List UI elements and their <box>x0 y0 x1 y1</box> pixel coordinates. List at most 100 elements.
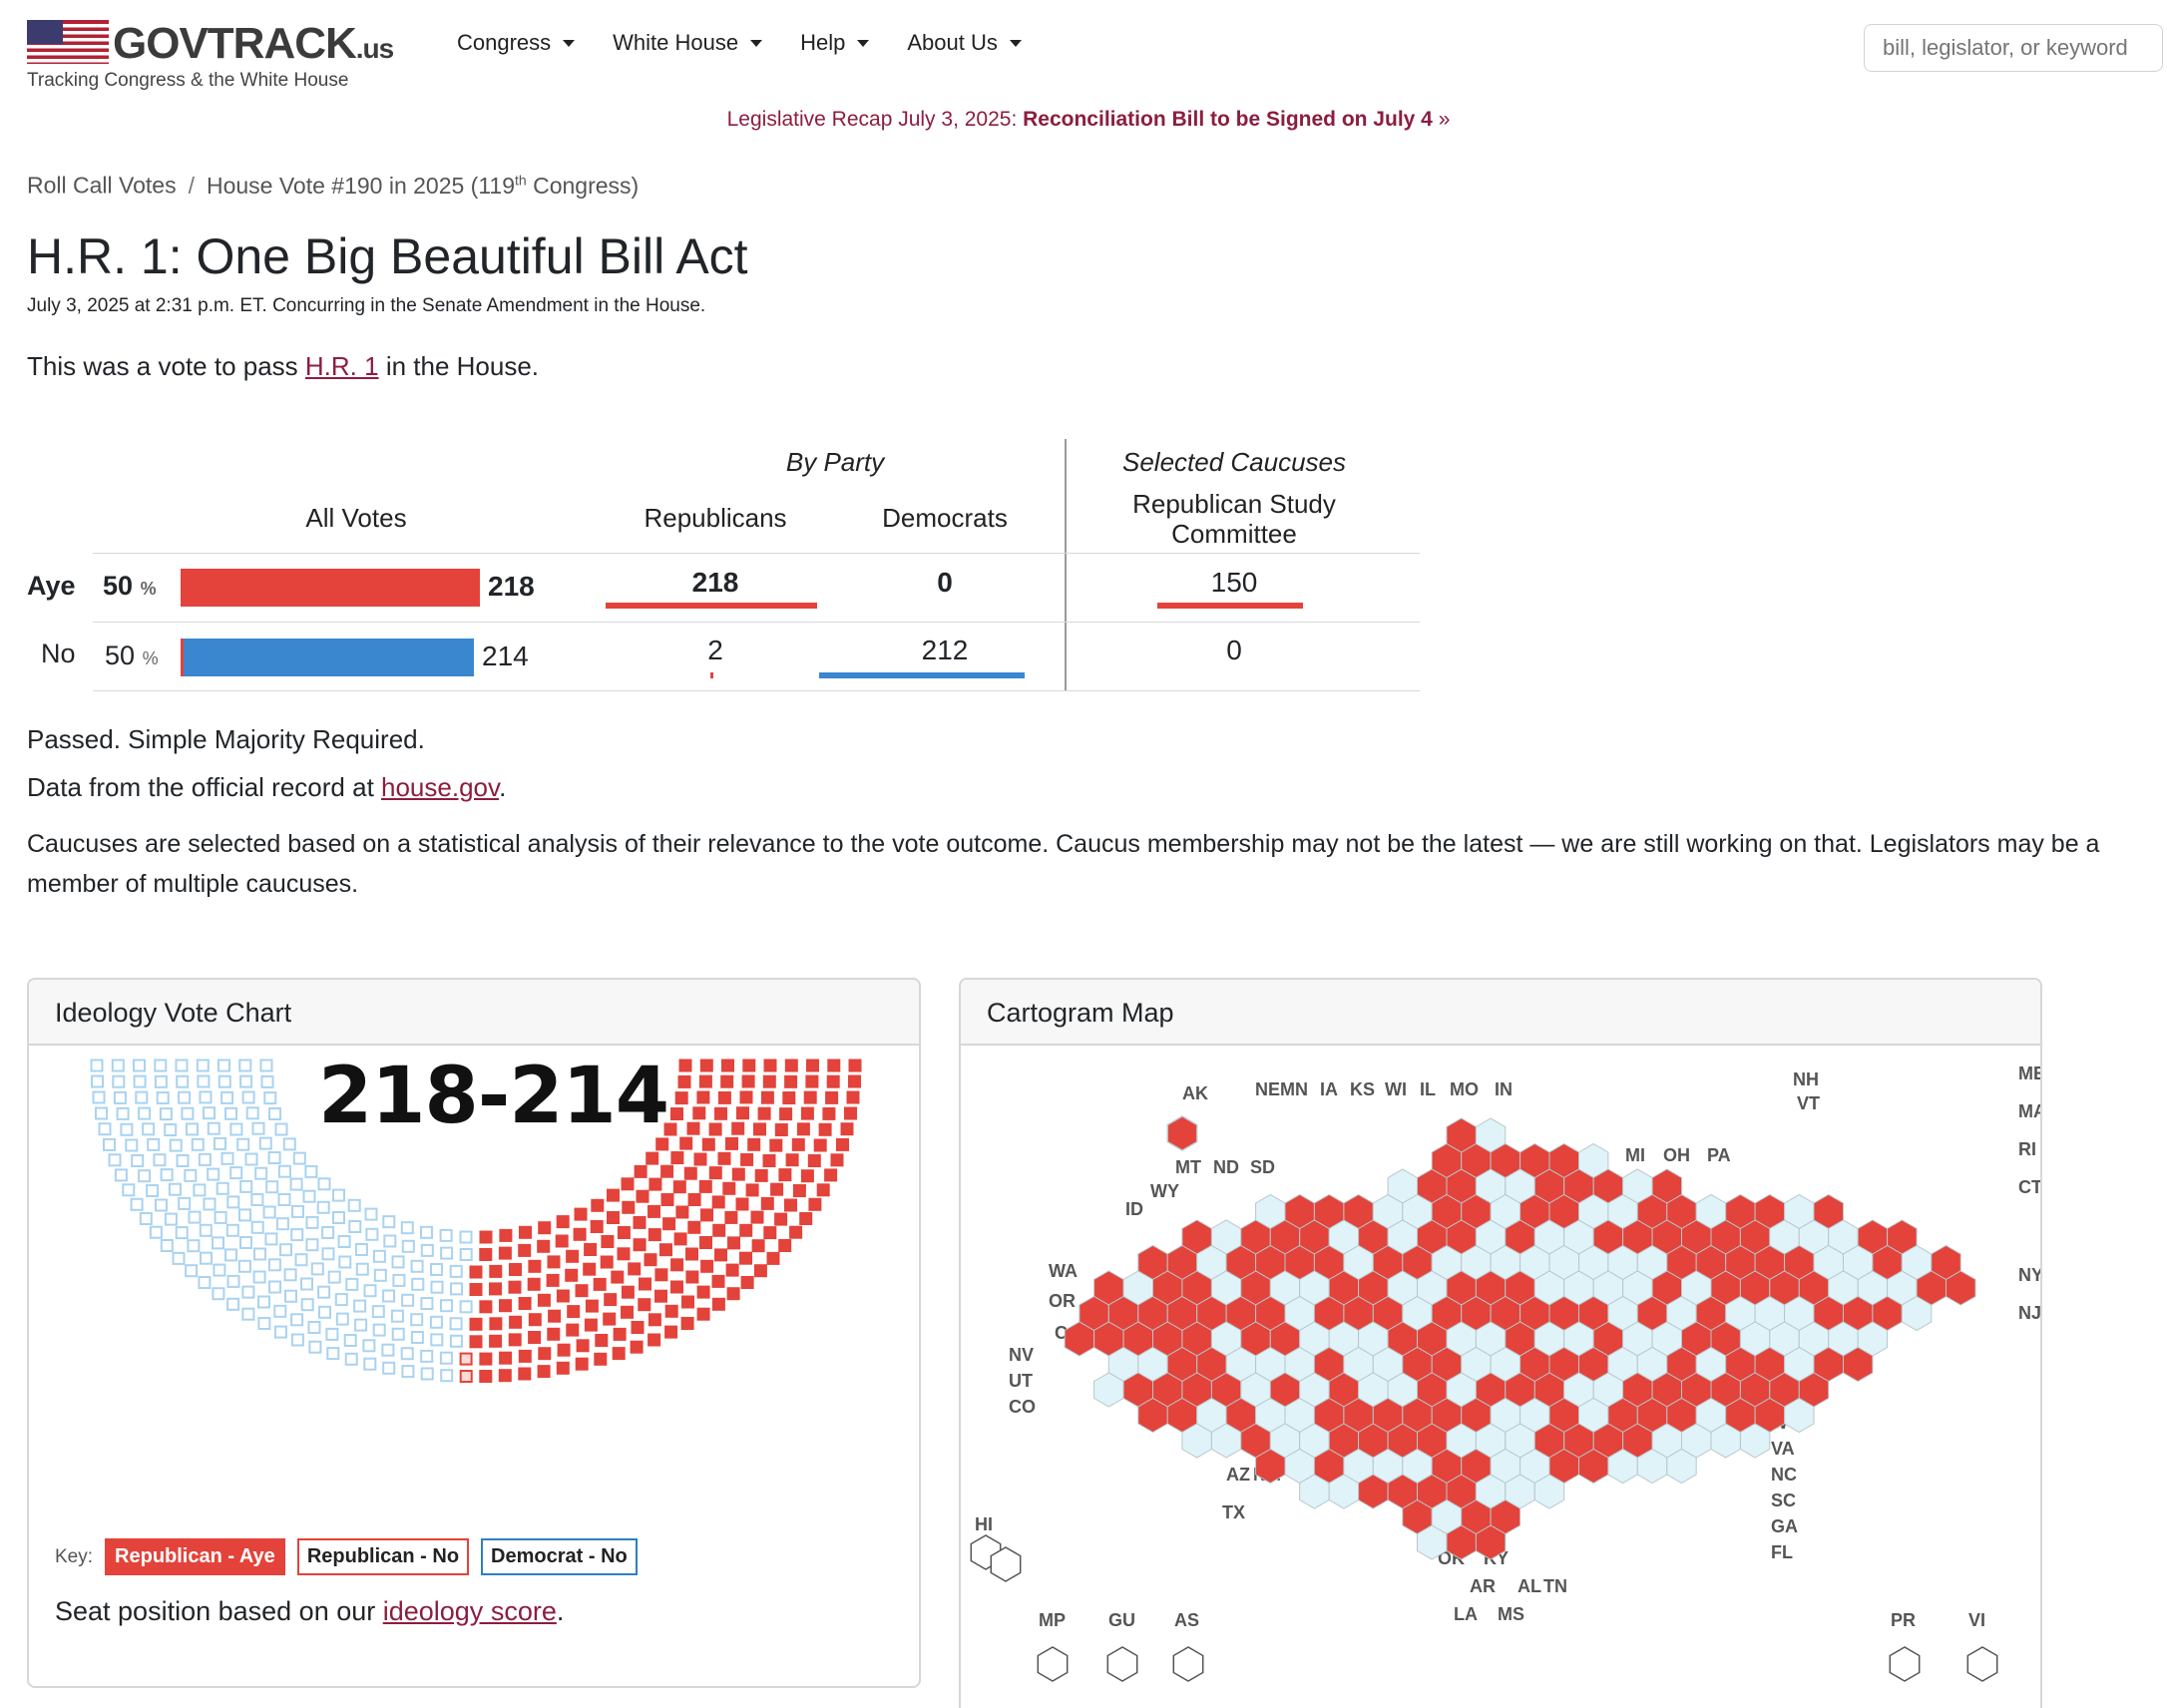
seat-democrat-no <box>164 1212 178 1226</box>
seat-republican-aye <box>633 1215 647 1229</box>
key-republican-no: Republican - No <box>296 1538 470 1575</box>
seat-republican-aye <box>693 1152 707 1166</box>
ideology-score-link[interactable]: ideology score <box>382 1596 557 1626</box>
seat-democrat-no <box>363 1357 377 1371</box>
seat-democrat-no <box>307 1321 321 1334</box>
nav-help[interactable]: Help <box>800 30 870 56</box>
seat-republican-aye <box>825 1090 839 1104</box>
recap-headline[interactable]: Reconciliation Bill to be Signed on July… <box>1023 108 1433 131</box>
seat-democrat-no <box>337 1235 351 1248</box>
vote-result: Passed. Simple Majority Required. <box>27 724 425 754</box>
chevron-down-icon <box>563 39 576 47</box>
seat-democrat-no <box>282 1137 296 1151</box>
seat-democrat-no <box>365 1227 379 1241</box>
state-label-id: ID <box>1125 1199 1143 1219</box>
seat-democrat-no <box>440 1369 454 1383</box>
state-label-ga: GA <box>1771 1516 1798 1536</box>
district-democrat <box>1533 1474 1565 1509</box>
seat-democrat-no <box>251 1121 265 1135</box>
seat-democrat-no <box>253 1247 266 1261</box>
seat-republican-aye <box>685 1270 699 1284</box>
seat-republican-aye <box>700 1259 714 1273</box>
seat-democrat-no <box>187 1239 201 1253</box>
nav-white-house[interactable]: White House <box>613 30 763 56</box>
seat-democrat-no <box>229 1166 243 1180</box>
bill-link[interactable]: H.R. 1 <box>304 351 379 381</box>
state-label-in: IN <box>1495 1079 1513 1099</box>
no-democrats-underline <box>819 672 1025 678</box>
seat-democrat-no <box>420 1297 434 1310</box>
seat-republican-aye <box>518 1243 532 1257</box>
search-input[interactable] <box>1864 24 2163 72</box>
seat-republican-aye <box>479 1370 493 1383</box>
seat-republican-aye <box>769 1138 783 1152</box>
seat-democrat-no <box>332 1188 345 1202</box>
seat-republican-aye <box>489 1264 503 1278</box>
state-label-il: IL <box>1420 1079 1436 1099</box>
seat-democrat-no <box>382 1361 396 1375</box>
seat-republican-aye <box>537 1239 551 1253</box>
seat-republican-aye <box>583 1262 597 1276</box>
cartogram-panel-title: Cartogram Map <box>961 980 2040 1046</box>
seat-republican-aye <box>711 1297 725 1311</box>
seat-democrat-no <box>316 1200 330 1214</box>
seat-democrat-no <box>257 1295 270 1309</box>
seat-democrat-no <box>176 1154 190 1167</box>
seat-democrat-no <box>169 1138 183 1152</box>
seat-republican-aye <box>584 1243 598 1256</box>
seat-democrat-no <box>212 1236 224 1250</box>
seat-republican-aye <box>805 1074 819 1088</box>
no-democrats: 212 <box>921 635 969 665</box>
seat-republican-aye <box>735 1197 749 1211</box>
seat-republican-aye <box>753 1264 767 1278</box>
seat-democrat-no <box>335 1312 349 1326</box>
seat-democrat-no <box>373 1268 387 1282</box>
seat-republican-aye <box>648 1313 661 1327</box>
seat-republican-aye <box>740 1152 754 1166</box>
seat-republican-aye <box>754 1168 768 1182</box>
seat-democrat-no <box>254 1166 268 1180</box>
seat-republican-aye <box>696 1307 710 1321</box>
seat-democrat-no <box>267 1151 281 1164</box>
seat-democrat-no <box>354 1243 368 1256</box>
state-label-gu: GU <box>1108 1610 1135 1630</box>
aye-caucus: 150 <box>1210 567 1258 598</box>
seat-democrat-no <box>135 1090 149 1104</box>
seat-republican-aye <box>830 1153 844 1167</box>
house-gov-link[interactable]: house.gov <box>381 772 500 802</box>
seat-republican-aye <box>785 1153 799 1167</box>
district-territory <box>1172 1646 1204 1682</box>
seat-democrat-no <box>226 1195 240 1209</box>
state-label-ct: CT <box>2018 1177 2042 1197</box>
seat-republican-aye <box>789 1225 803 1239</box>
seat-republican-aye <box>722 1181 736 1195</box>
seat-republican-aye <box>803 1090 817 1104</box>
seat-democrat-no <box>120 1122 134 1136</box>
seat-republican-aye <box>782 1091 796 1104</box>
legislative-recap-banner[interactable]: Legislative Recap July 3, 2025: Reconcil… <box>726 108 1451 131</box>
nav-congress[interactable]: Congress <box>457 30 576 56</box>
seat-democrat-no <box>184 1168 198 1182</box>
district-democrat <box>1666 1448 1697 1485</box>
state-label-ri: RI <box>2018 1139 2036 1159</box>
seat-democrat-no <box>262 1205 276 1219</box>
breadcrumb-roll-call-votes[interactable]: Roll Call Votes <box>27 172 177 199</box>
seat-democrat-no <box>168 1182 182 1196</box>
republicans-header: Republicans <box>644 503 787 533</box>
seat-republican-aye <box>670 1107 683 1120</box>
seat-republican-aye <box>585 1299 599 1313</box>
seat-democrat-no <box>450 1282 463 1296</box>
seat-republican-aye <box>595 1334 609 1347</box>
aye-total: 218 <box>488 571 535 602</box>
seat-republican-aye <box>796 1122 810 1136</box>
seat-democrat-no <box>216 1181 229 1195</box>
seat-democrat-no <box>291 1204 304 1218</box>
seat-democrat-no <box>178 1196 192 1210</box>
govtrack-logo[interactable]: GOVTRACK.us Tracking Congress & the Whit… <box>27 18 394 96</box>
seat-republican-aye <box>469 1283 483 1296</box>
seat-democrat-no <box>153 1153 167 1167</box>
seat-democrat-no <box>400 1221 414 1235</box>
vote-date: July 3, 2025 at 2:31 p.m. ET. Concurring… <box>27 295 706 316</box>
nav-about-us[interactable]: About Us <box>907 30 1022 56</box>
seat-republican-aye <box>639 1277 651 1291</box>
